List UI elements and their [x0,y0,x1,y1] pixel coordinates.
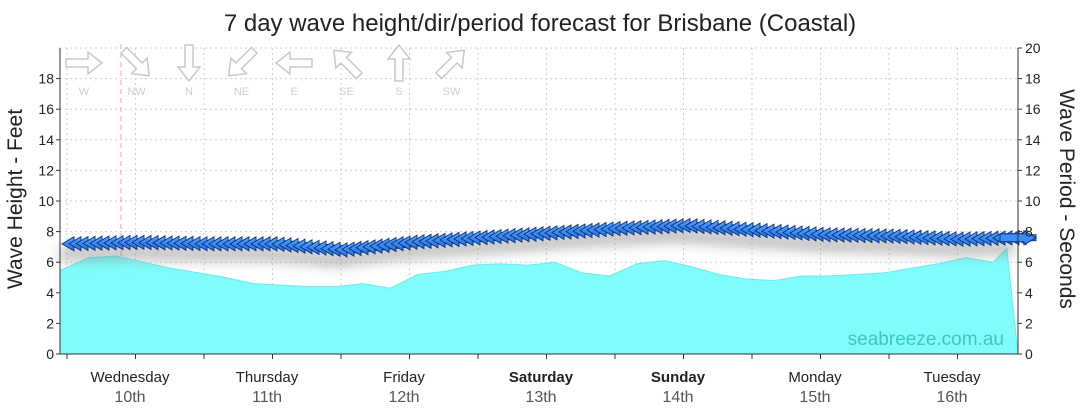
day-date-label: 11th [252,389,282,406]
direction-arrow-shape [176,44,202,83]
direction-arrow-shape [119,46,151,77]
y-right-tick-label: 18 [1025,71,1041,87]
y-left-tick-label: 6 [46,254,54,270]
direction-label: E [290,86,297,98]
direction-arrow-shape [386,43,412,82]
direction-arrow-icon [227,46,259,77]
direction-label: S [395,86,402,98]
y-left-tick-label: 4 [46,285,54,301]
direction-arrow-icon [119,46,151,77]
y-left-tick-label: 14 [38,132,54,148]
day-name-label: Sunday [651,369,706,386]
day-name-label: Thursday [236,369,299,386]
wave-height-series [59,247,1019,355]
chart-title: 7 day wave height/dir/period forecast fo… [224,10,856,37]
day-name-label: Tuesday [924,369,981,386]
direction-arrow-icon [386,43,412,82]
day-date-label: 13th [525,389,556,406]
direction-label: NW [127,86,146,98]
y-right-tick-label: 6 [1025,254,1033,270]
y-left-tick-label: 16 [38,101,54,117]
direction-arrow-shape [227,46,259,77]
day-name-label: Saturday [509,369,574,386]
y-axis-right-label: Wave Period - Seconds [1055,89,1078,309]
day-labels: Wednesday 10th Thursday 11th Friday 12th Satur… [91,369,981,406]
direction-legend: W NW N NE E SE S SW [65,43,466,98]
y-right-tick-label: 8 [1025,224,1033,240]
direction-label: SE [339,86,354,98]
period-shadow [59,228,1014,267]
y-axis-left-label: Wave Height - Feet [4,109,27,289]
watermark: seabreeze.com.au [848,329,1004,350]
day-name-label: Wednesday [91,369,170,386]
y-right-tick-label: 12 [1025,162,1041,178]
direction-label: N [185,86,193,98]
y-right-tick-label: 4 [1025,285,1033,301]
day-date-label: 15th [799,389,830,406]
direction-arrow-icon [65,50,104,76]
wave-period-series [59,217,1037,267]
direction-arrow-icon [332,49,364,80]
y-left-tick-label: 2 [46,315,54,331]
day-name-label: Monday [788,369,842,386]
direction-label: W [79,86,90,98]
direction-label: NE [234,86,249,98]
y-right-tick-label: 2 [1025,315,1033,331]
direction-arrow-icon [274,50,313,76]
y-left-tick-label: 0 [46,346,54,362]
y-left-tick-label: 12 [38,162,54,178]
direction-arrow-icon [176,44,202,83]
direction-arrow-shape [332,49,364,80]
direction-arrow-shape [65,50,104,76]
direction-label: SW [443,86,461,98]
direction-arrow-icon [434,49,466,80]
y-left-tick-label: 10 [38,193,54,209]
day-date-label: 10th [114,389,145,406]
y-right-tick-label: 14 [1025,132,1041,148]
y-left-tick-label: 18 [38,71,54,87]
y-right-tick-label: 20 [1025,40,1041,56]
day-date-label: 14th [662,389,693,406]
y-right-tick-label: 0 [1025,346,1033,362]
y-right-tick-label: 16 [1025,101,1041,117]
day-date-label: 12th [388,389,419,406]
y-right-tick-label: 10 [1025,193,1041,209]
direction-arrow-shape [434,49,466,80]
direction-arrow-shape [274,50,313,76]
y-left-tick-label: 8 [46,224,54,240]
day-name-label: Friday [383,369,425,386]
day-date-label: 16th [936,389,967,406]
wave-height-area [59,247,1019,355]
axes: 0 2 4 6 8 10 12 14 16 18 0 2 4 6 8 10 12 14 16 18 20 [38,40,1040,362]
